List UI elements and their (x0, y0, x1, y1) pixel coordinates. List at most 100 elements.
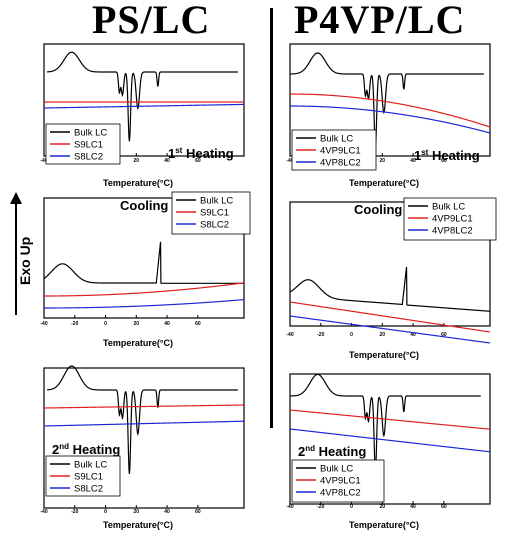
x-tick-label: 40 (410, 158, 416, 164)
legend-label: S8LC2 (200, 220, 229, 231)
series-line-0 (289, 266, 491, 312)
legend-box (403, 197, 497, 241)
exo-up-indicator: Exo Up (10, 192, 33, 315)
series-line-0 (43, 241, 244, 284)
x-tick-label: 20 (134, 321, 140, 327)
panel-annotation: 2nd Heating (298, 444, 366, 459)
title-p4vp-lc: P4VP/LC (294, 0, 466, 42)
legend-label: Bulk LC (320, 134, 353, 145)
x-axis-label: Temperature(°C) (349, 178, 419, 188)
plot-frame (289, 373, 491, 505)
legend-label: Bulk LC (200, 196, 233, 207)
legend-label: 4VP9LC1 (432, 214, 473, 225)
legend-label: S9LC1 (200, 208, 229, 219)
series-line-1 (290, 93, 491, 128)
x-tick-label: 0 (104, 509, 107, 515)
x-tick-label: 60 (195, 509, 201, 515)
plot-frame (289, 43, 491, 157)
x-axis-label: Temperature(°C) (103, 178, 173, 188)
panel-annotation: 2nd Heating (52, 442, 120, 457)
x-tick-label: 20 (380, 158, 386, 164)
legend-label: 4VP8LC2 (432, 226, 473, 237)
series-line-1 (44, 282, 245, 297)
x-tick-label: -40 (286, 158, 293, 164)
legend-label: 4VP8LC2 (320, 158, 361, 169)
x-tick-label: 0 (350, 332, 353, 338)
x-tick-label: 60 (441, 332, 447, 338)
title-ps-lc: PS/LC (92, 0, 211, 42)
x-axis-label: Temperature(°C) (103, 338, 173, 348)
x-tick-label: -40 (40, 321, 47, 327)
x-axis-label: Temperature(°C) (103, 520, 173, 530)
series-line-0 (289, 373, 481, 472)
x-axis-label: Temperature(°C) (349, 350, 419, 360)
x-tick-label: 20 (380, 332, 386, 338)
x-tick-label: 0 (104, 321, 107, 327)
series-line-0 (47, 51, 238, 142)
legend-label: S9LC1 (74, 140, 103, 151)
panel-annotation: Cooling (120, 198, 168, 213)
x-tick-label: 40 (410, 332, 416, 338)
legend-label: S9LC1 (74, 472, 103, 483)
x-tick-label: -20 (317, 504, 324, 510)
x-tick-label: -40 (286, 332, 293, 338)
legend-label: Bulk LC (74, 460, 107, 471)
x-tick-label: -20 (317, 332, 324, 338)
legend-label: 4VP8LC2 (320, 488, 361, 499)
legend-box (291, 459, 385, 503)
x-tick-label: 60 (195, 321, 201, 327)
series-line-0 (289, 52, 484, 148)
series-line-2 (43, 103, 245, 109)
column-divider (270, 8, 273, 428)
x-tick-label: 40 (164, 158, 170, 164)
x-tick-label: 20 (380, 504, 386, 510)
exo-up-label: Exo Up (17, 237, 33, 285)
x-tick-label: -40 (40, 158, 47, 164)
series-line-0 (47, 365, 238, 475)
legend-label: 4VP9LC1 (320, 476, 361, 487)
series-line-2 (289, 315, 491, 344)
legend-box (171, 191, 251, 235)
x-tick-label: -40 (40, 509, 47, 515)
series-line-2 (44, 299, 245, 309)
series-line-1 (289, 409, 491, 430)
series-line-2 (290, 105, 491, 134)
series-line-2 (43, 420, 245, 427)
legend-label: S8LC2 (74, 152, 103, 163)
x-tick-label: -40 (286, 504, 293, 510)
x-tick-label: 40 (164, 509, 170, 515)
x-axis-label: Temperature(°C) (349, 520, 419, 530)
plot-frame (43, 367, 245, 509)
series-line-1 (289, 301, 491, 333)
x-tick-label: 40 (410, 504, 416, 510)
series-line-2 (289, 428, 491, 453)
x-tick-label: 60 (195, 158, 201, 164)
plot-frame (289, 201, 491, 327)
panel-annotation: 1st Heating (414, 148, 480, 163)
x-tick-label: 0 (350, 504, 353, 510)
plot-frame (43, 197, 245, 319)
x-tick-label: -20 (71, 321, 78, 327)
x-tick-label: 60 (441, 158, 447, 164)
legend-label: Bulk LC (320, 464, 353, 475)
legend-label: Bulk LC (74, 128, 107, 139)
plot-frame (43, 43, 245, 157)
x-tick-label: 20 (134, 509, 140, 515)
x-tick-label: 60 (441, 504, 447, 510)
legend-label: S8LC2 (74, 484, 103, 495)
legend-label: Bulk LC (432, 202, 465, 213)
exo-up-arrowhead (10, 192, 22, 204)
legend-label: 4VP9LC1 (320, 146, 361, 157)
series-line-1 (43, 404, 245, 409)
x-tick-label: -20 (71, 509, 78, 515)
x-tick-label: 40 (164, 321, 170, 327)
panel-annotation: 1st Heating (168, 146, 234, 161)
x-tick-label: 20 (134, 158, 140, 164)
panel-annotation: Cooling (354, 202, 402, 217)
